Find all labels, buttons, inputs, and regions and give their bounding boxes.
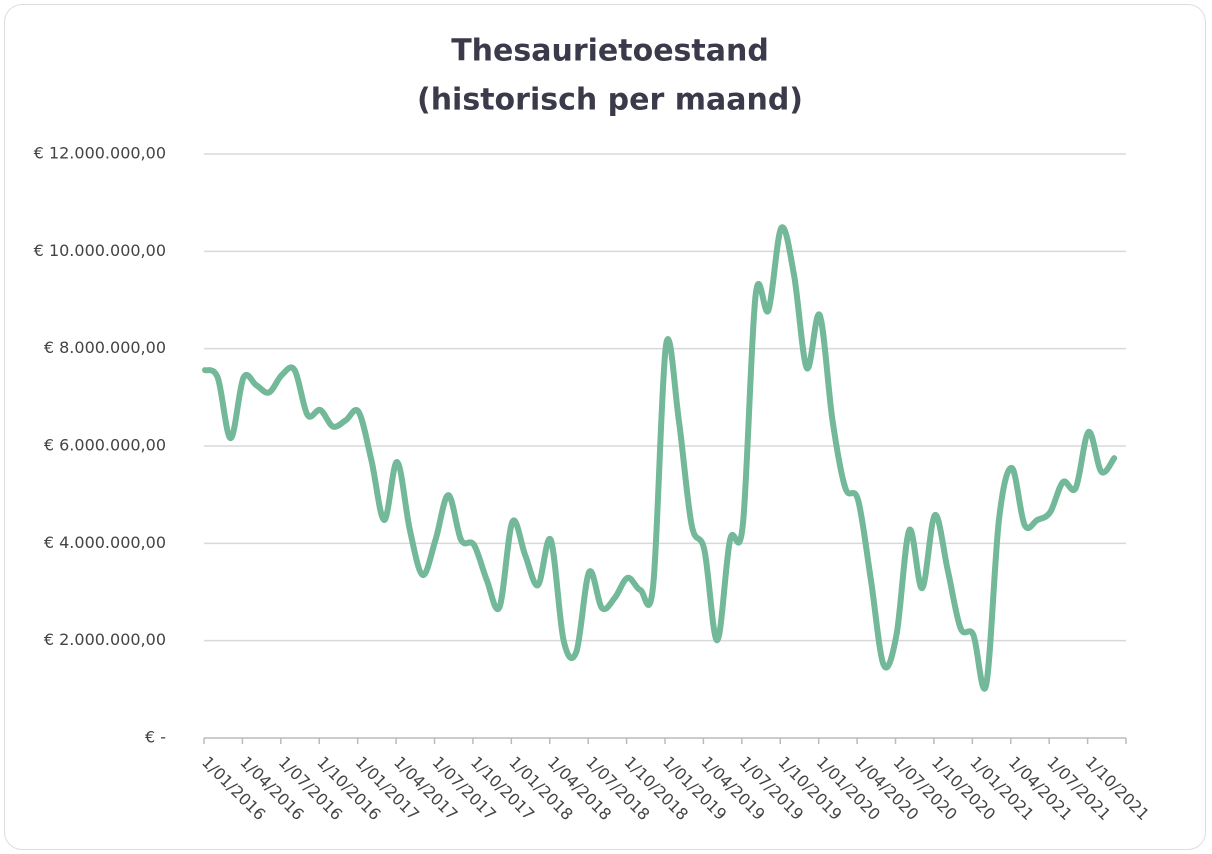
data-line — [202, 224, 1118, 692]
y-tick-label: € 10.000.000,00 — [34, 241, 166, 260]
y-tick-label: € 8.000.000,00 — [44, 338, 166, 357]
y-tick-label: € - — [145, 728, 166, 747]
y-tick-label: € 6.000.000,00 — [44, 436, 166, 455]
y-tick-label: € 12.000.000,00 — [34, 144, 166, 163]
chart-subtitle: (historisch per maand) — [417, 83, 803, 118]
y-tick-label: € 2.000.000,00 — [44, 630, 166, 649]
y-tick-label: € 4.000.000,00 — [44, 533, 166, 552]
chart-title: Thesaurietoestand — [451, 34, 769, 69]
chart-card — [4, 4, 1206, 850]
